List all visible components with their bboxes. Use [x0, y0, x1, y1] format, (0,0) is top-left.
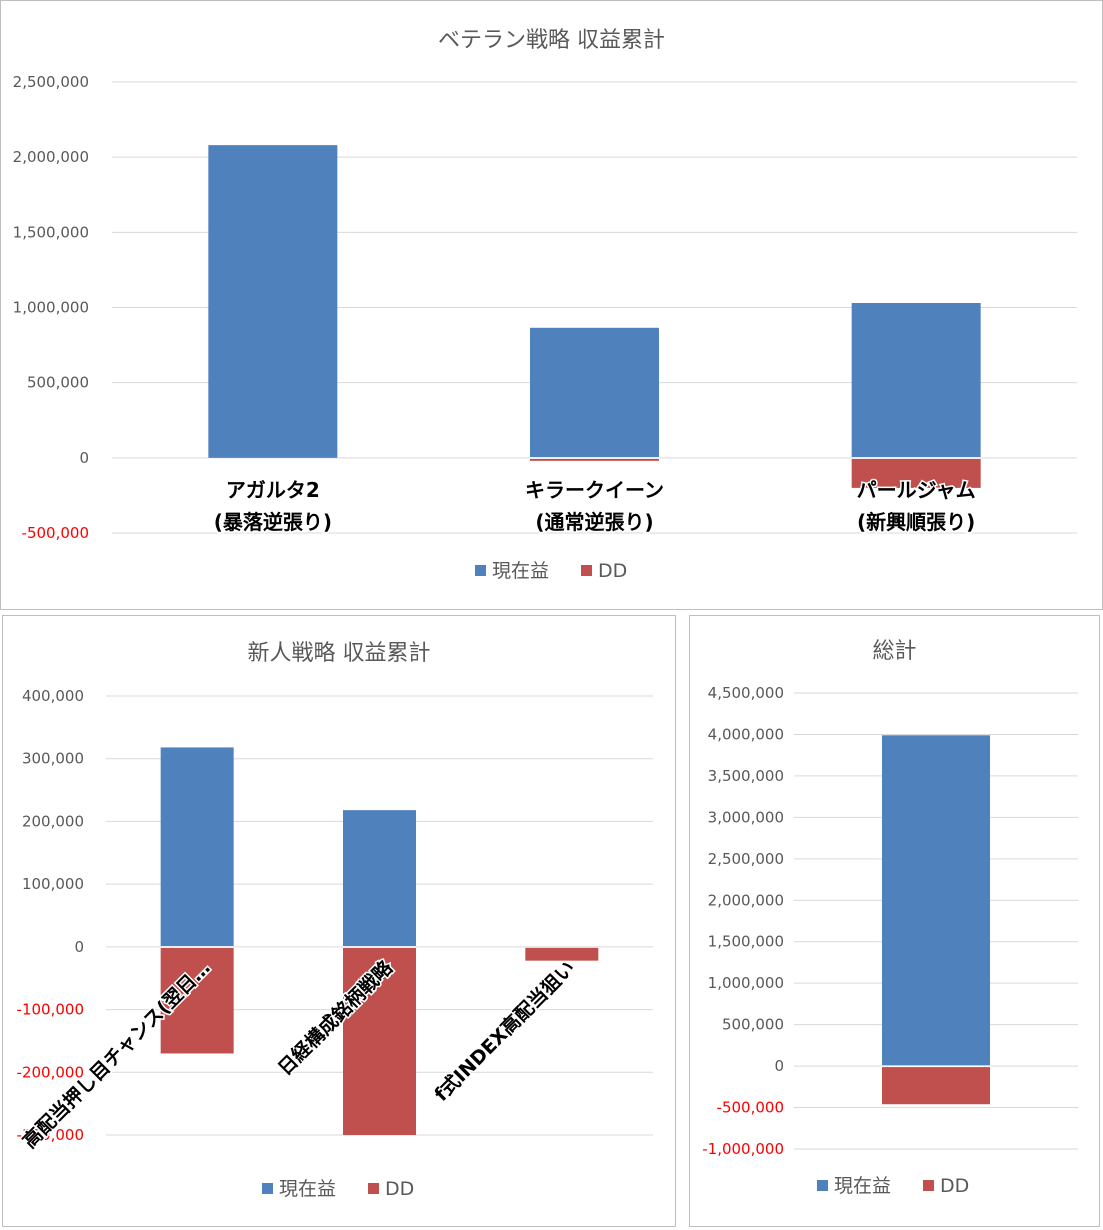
- total-legend-swatch-dd: [923, 1180, 934, 1191]
- total-y-tick-label: 4,500,000: [708, 684, 784, 702]
- veteran-bar-current-profit: [851, 302, 981, 458]
- total-y-tick-label: 2,000,000: [708, 891, 784, 909]
- total-y-tick-label: 3,000,000: [708, 808, 784, 826]
- rookie-y-tick-label: -100,000: [17, 1001, 84, 1019]
- veteran-y-tick-label: 2,000,000: [13, 148, 89, 166]
- rookie-legend-swatch-current-profit: [262, 1183, 273, 1194]
- veteran-strategy-chart: ベテラン戦略 収益累計 2,500,000 2,000,000 1,500,000 1,…: [13, 28, 1077, 582]
- rookie-y-tick-label: -300,000: [17, 1126, 84, 1144]
- veteran-y-tick-label: 1,000,000: [13, 299, 89, 317]
- rookie-y-tick-label: 200,000: [22, 812, 84, 830]
- total-y-tick-label: 3,500,000: [708, 767, 784, 785]
- rookie-bar-dd: [160, 947, 234, 1054]
- rookie-legend-label-current-profit: 現在益: [279, 1178, 336, 1200]
- veteran-bar-dd: [530, 458, 659, 461]
- total-y-tick-label: 4,000,000: [708, 725, 784, 743]
- total-chart-panel: 総計 4,500,000 4,000,000 3,500,000 3,000,000 2,…: [689, 615, 1100, 1227]
- veteran-legend-label-current-profit: 現在益: [492, 560, 549, 582]
- rookie-bar-dd: [525, 947, 599, 961]
- total-legend-label-dd: DD: [940, 1175, 969, 1197]
- rookie-y-tick-label: 100,000: [22, 875, 84, 893]
- total-legend-swatch-current-profit: [817, 1180, 828, 1191]
- rookie-y-tick-label: 400,000: [22, 687, 84, 705]
- total-y-tick-label: 1,000,000: [708, 974, 784, 992]
- total-y-tick-label: 2,500,000: [708, 850, 784, 868]
- veteran-y-tick-label: 500,000: [27, 374, 89, 392]
- rookie-bar-current-profit: [343, 810, 416, 947]
- rookie-y-tick-label: 0: [74, 938, 84, 956]
- total-chart: 総計 4,500,000 4,000,000 3,500,000 3,000,000 2,…: [702, 639, 1078, 1197]
- total-y-tick-label: 1,500,000: [708, 933, 784, 951]
- veteran-y-tick-label: -500,000: [22, 524, 89, 542]
- veteran-category-label: アガルタ2: [226, 478, 320, 502]
- total-y-tick-label: -500,000: [717, 1099, 784, 1117]
- rookie-bar-dd: [343, 947, 416, 1135]
- total-chart-title: 総計: [872, 639, 916, 664]
- rookie-category-label: 高配当押し目チャンス(翌日…: [18, 956, 215, 1153]
- veteran-strategy-chart-panel: ベテラン戦略 収益累計 2,500,000 2,000,000 1,500,000 1,…: [0, 0, 1103, 610]
- veteran-chart-title: ベテラン戦略 収益累計: [438, 28, 665, 53]
- rookie-y-tick-label: 300,000: [22, 750, 84, 768]
- veteran-category-label: (暴落逆張り): [214, 510, 332, 534]
- total-y-tick-label: -1,000,000: [702, 1140, 784, 1158]
- veteran-y-tick-label: 0: [79, 449, 89, 467]
- rookie-chart-title: 新人戦略 収益累計: [248, 641, 431, 666]
- total-bar-dd: [882, 1067, 990, 1105]
- veteran-legend-swatch-dd: [581, 565, 592, 576]
- veteran-bar-current-profit: [530, 327, 659, 458]
- veteran-legend-label-dd: DD: [598, 560, 627, 582]
- veteran-category-label: (新興順張り): [857, 510, 975, 534]
- veteran-bar-dd: [851, 458, 981, 488]
- veteran-y-tick-label: 2,500,000: [13, 73, 89, 91]
- rookie-legend-label-dd: DD: [385, 1178, 414, 1200]
- rookie-y-tick-label: -200,000: [17, 1063, 84, 1081]
- total-y-tick-label: 0: [774, 1057, 784, 1075]
- veteran-bar-current-profit: [208, 145, 338, 458]
- rookie-category-label: f式INDEX高配当狙い: [430, 956, 580, 1106]
- rookie-strategy-chart: 新人戦略 収益累計 400,000 300,000 200,000 100,000 0 -1…: [17, 641, 653, 1200]
- veteran-legend-swatch-current-profit: [475, 565, 486, 576]
- rookie-strategy-chart-panel: 新人戦略 収益累計 400,000 300,000 200,000 100,000 0 -1…: [2, 615, 676, 1227]
- veteran-category-label: (通常逆張り): [535, 510, 653, 534]
- total-bar-current-profit: [882, 735, 990, 1067]
- veteran-category-label: キラークイーン: [525, 478, 664, 502]
- rookie-bar-current-profit: [160, 747, 234, 947]
- total-y-tick-label: 500,000: [722, 1016, 784, 1034]
- veteran-y-tick-label: 1,500,000: [13, 223, 89, 241]
- total-legend-label-current-profit: 現在益: [834, 1175, 891, 1197]
- rookie-legend-swatch-dd: [368, 1183, 379, 1194]
- veteran-category-label: パールジャム: [857, 478, 976, 502]
